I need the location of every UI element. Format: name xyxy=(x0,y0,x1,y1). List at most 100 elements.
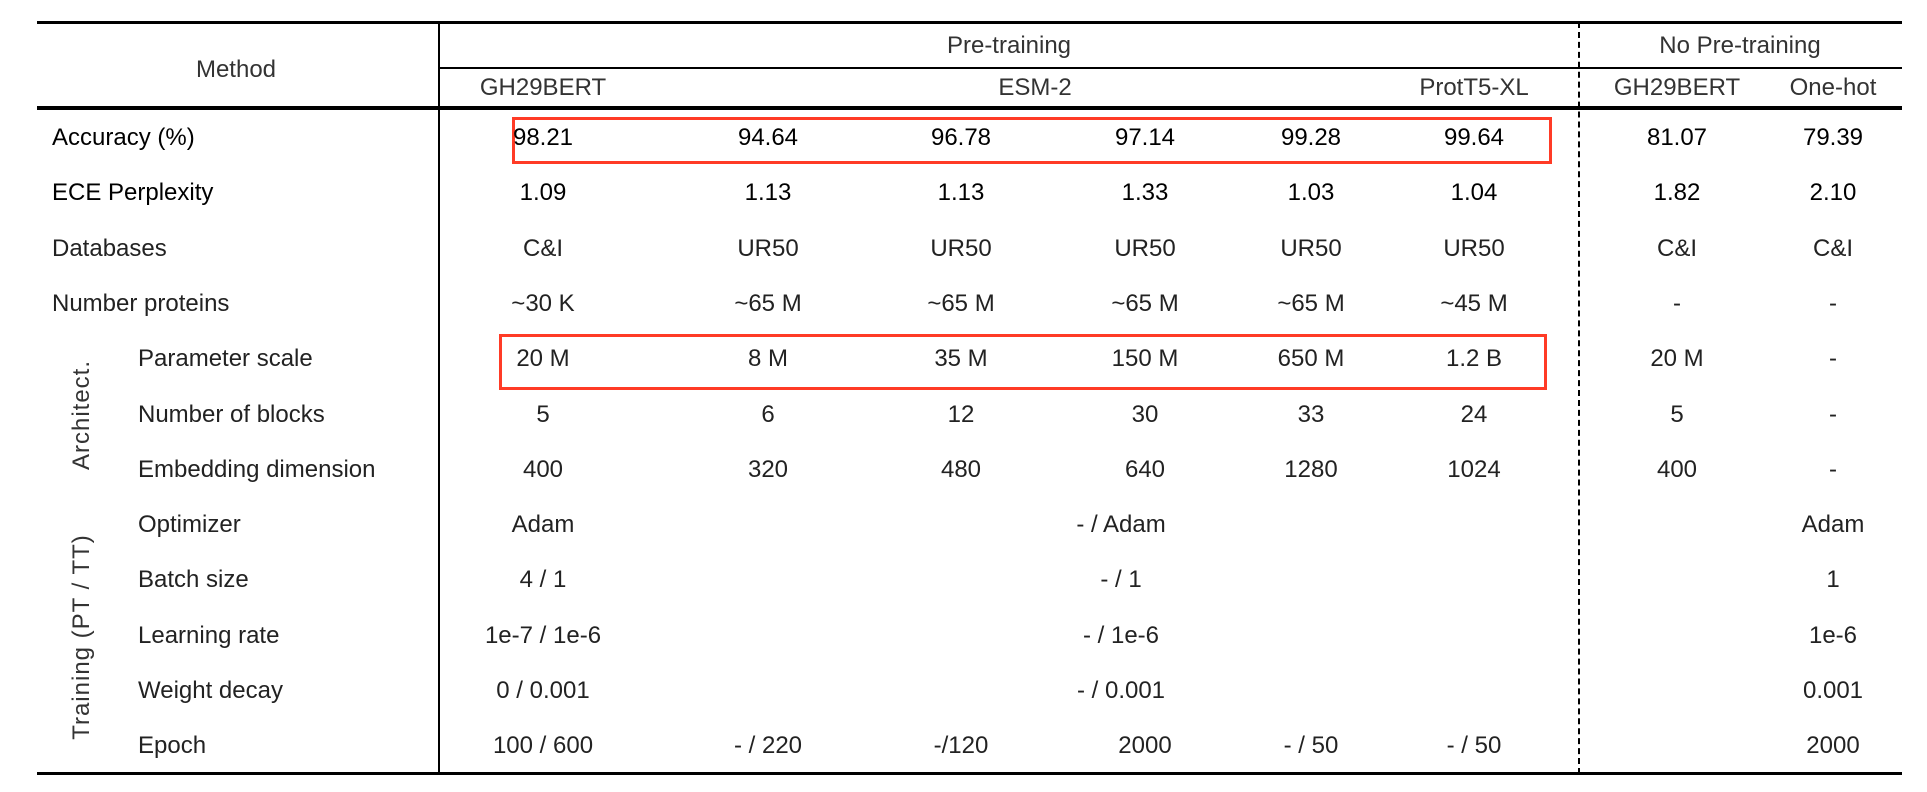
row-label: Number of blocks xyxy=(138,400,325,428)
table-cell: - xyxy=(1829,345,1837,373)
pretraining-divider xyxy=(1578,22,1580,774)
row-label: Parameter scale xyxy=(138,345,313,373)
table-cell: ~65 M xyxy=(927,289,995,317)
table-cell: 79.39 xyxy=(1802,124,1864,151)
table-cell: ~45 M xyxy=(1440,289,1508,317)
table-cell: - xyxy=(1829,400,1837,428)
table-cell: - / 50 xyxy=(1446,732,1502,760)
table-cell: 35 M xyxy=(934,345,988,373)
table-cell: 5 xyxy=(1670,400,1684,428)
table-cell: - / Adam xyxy=(1076,511,1166,539)
row-label: Batch size xyxy=(138,566,249,594)
table-cell: 8 M xyxy=(747,345,789,373)
table-cell: 320 xyxy=(747,455,789,483)
pretraining-header: Pre-training xyxy=(946,32,1072,59)
row-label: Embedding dimension xyxy=(138,455,376,483)
table-cell: 1e-7 / 1e-6 xyxy=(484,621,602,649)
top-rule xyxy=(37,21,1902,24)
row-label: Databases xyxy=(52,234,167,262)
table-cell: UR50 xyxy=(1280,234,1342,262)
table-cell: 1 xyxy=(1826,566,1840,594)
table-cell: - / 1e-6 xyxy=(1082,621,1160,649)
table-cell: 94.64 xyxy=(737,124,799,151)
table-cell: 640 xyxy=(1124,455,1166,483)
table-cell: 1.82 xyxy=(1653,179,1701,207)
model-header-esm2: ESM-2 xyxy=(998,74,1072,101)
table-cell: - / 220 xyxy=(733,732,803,760)
table-cell: 6 xyxy=(761,400,775,428)
table-cell: 99.64 xyxy=(1443,124,1505,151)
table-cell: UR50 xyxy=(1114,234,1176,262)
group-label-architecture: Architect. xyxy=(68,359,95,471)
table-cell: 1024 xyxy=(1447,455,1501,483)
table-cell: 1.13 xyxy=(744,179,792,207)
table-cell: UR50 xyxy=(1443,234,1505,262)
header-mid-rule xyxy=(439,67,1902,69)
table-cell: 99.28 xyxy=(1280,124,1342,151)
table-cell: 2.10 xyxy=(1809,179,1857,207)
header-bottom-rule xyxy=(37,106,1902,110)
table-cell: - / 50 xyxy=(1283,732,1339,760)
table-cell: - xyxy=(1829,289,1837,317)
row-label: ECE Perplexity xyxy=(52,179,214,207)
row-label: Number proteins xyxy=(52,289,230,317)
table-cell: 1280 xyxy=(1284,455,1338,483)
table-cell: 150 M xyxy=(1111,345,1179,373)
table-cell: - xyxy=(1673,289,1681,317)
row-label: Optimizer xyxy=(138,511,241,539)
table-cell: 1.33 xyxy=(1121,179,1169,207)
table-cell: 81.07 xyxy=(1646,124,1708,151)
table-cell: - / 1 xyxy=(1100,566,1142,594)
table-cell: C&I xyxy=(1812,234,1854,262)
table-cell: -/120 xyxy=(933,732,989,760)
table-cell: 20 M xyxy=(1650,345,1704,373)
bottom-rule xyxy=(37,772,1902,775)
table-cell: 400 xyxy=(1656,455,1698,483)
model-header-prott5: ProtT5-XL xyxy=(1419,74,1529,101)
table-cell: 20 M xyxy=(516,345,570,373)
row-label: Learning rate xyxy=(138,621,280,649)
table-cell: 97.14 xyxy=(1114,124,1176,151)
table-cell: 1.03 xyxy=(1287,179,1335,207)
accuracy-highlight-box xyxy=(512,117,1552,164)
table-cell: 30 xyxy=(1131,400,1159,428)
table-cell: 1.13 xyxy=(937,179,985,207)
table-cell: 0 / 0.001 xyxy=(496,677,590,704)
table-cell: ~65 M xyxy=(1111,289,1179,317)
table-cell: 480 xyxy=(940,455,982,483)
table-cell: ~65 M xyxy=(1277,289,1345,317)
model-header-gh29bert-nopt: GH29BERT xyxy=(1613,74,1741,101)
table-cell: 400 xyxy=(522,455,564,483)
table-cell: 5 xyxy=(536,400,550,428)
method-divider xyxy=(438,22,440,774)
table-cell: 2000 xyxy=(1118,732,1172,760)
table-cell: 12 xyxy=(947,400,975,428)
table-cell: 1e-6 xyxy=(1808,621,1858,649)
table-cell: 100 / 600 xyxy=(492,732,594,760)
model-header-gh29bert: GH29BERT xyxy=(479,74,607,101)
parameter-scale-highlight-box xyxy=(499,334,1547,390)
table-cell: 33 xyxy=(1297,400,1325,428)
table-cell: C&I xyxy=(1656,234,1698,262)
table-cell: 1.04 xyxy=(1450,179,1498,207)
table-cell: 2000 xyxy=(1806,732,1860,760)
table-cell: Adam xyxy=(1801,511,1865,539)
table-cell: 650 M xyxy=(1277,345,1345,373)
row-label: Epoch xyxy=(138,732,207,760)
table-cell: - xyxy=(1829,455,1837,483)
table-cell: ~65 M xyxy=(734,289,802,317)
table-cell: - / 0.001 xyxy=(1076,677,1166,704)
table-cell: UR50 xyxy=(737,234,799,262)
table-cell: 1.2 B xyxy=(1445,345,1503,373)
row-label: Accuracy (%) xyxy=(52,124,195,151)
group-label-training: Training (PT / TT) xyxy=(68,534,95,740)
table-cell: 0.001 xyxy=(1802,677,1864,704)
table-cell: C&I xyxy=(522,234,564,262)
table-cell: 98.21 xyxy=(512,124,574,151)
table-cell: Adam xyxy=(511,511,575,539)
table-cell: UR50 xyxy=(930,234,992,262)
model-header-onehot: One-hot xyxy=(1789,74,1877,101)
table-cell: 4 / 1 xyxy=(519,566,567,594)
no-pretraining-header: No Pre-training xyxy=(1659,32,1821,59)
table-cell: 1.09 xyxy=(519,179,567,207)
